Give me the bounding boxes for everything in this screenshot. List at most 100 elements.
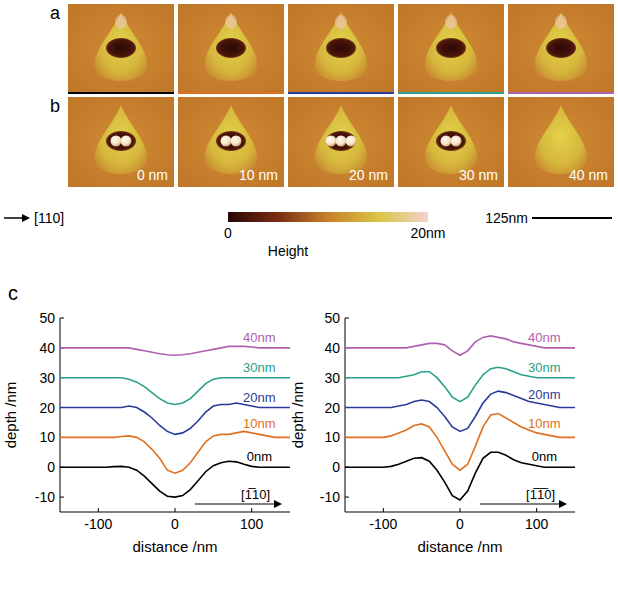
series-label: 0nm	[532, 449, 557, 464]
afm-ridge	[95, 12, 147, 81]
afm-background	[398, 97, 504, 187]
afm-pit	[436, 38, 466, 58]
y-tick	[60, 318, 64, 319]
afm-ridge	[535, 105, 587, 174]
figure: 0 nm 10 nm 20 nm 30 nm 40 nm a b [110] 0 20nm Heig…	[0, 0, 618, 589]
colorbar-tick-label: 0	[224, 225, 232, 241]
panel-label: a	[50, 3, 61, 23]
profile-line	[508, 92, 614, 94]
afm-tip	[445, 15, 457, 29]
afm-ridge	[535, 12, 587, 81]
series-label: 40nm	[528, 330, 561, 345]
panel-label: c	[8, 282, 18, 304]
y-axis-title: depth /nm	[2, 382, 19, 449]
annotation-arrowhead	[274, 500, 282, 508]
afm-tip	[115, 15, 127, 29]
afm-pit	[216, 131, 246, 151]
y-tick-label: 20	[39, 400, 55, 416]
nanoparticle	[451, 136, 462, 147]
nanoparticle	[346, 136, 357, 147]
x-tick	[251, 508, 252, 512]
depth-label: 30 nm	[459, 167, 498, 183]
scale-bar-label: 125nm	[485, 210, 528, 226]
y-tick	[345, 497, 349, 498]
profile-curve	[345, 414, 575, 471]
annotation-arrow	[480, 503, 563, 504]
line-chart: -1001020304050-1000100distance /nmdepth …	[2, 310, 290, 555]
nanoparticle	[221, 136, 232, 147]
afm-background	[508, 4, 614, 94]
series-label: 40nm	[243, 330, 276, 345]
series-label: 0nm	[247, 449, 272, 464]
profile-curve	[60, 431, 290, 473]
label-ground	[46, 97, 64, 117]
series-label: 20nm	[528, 387, 561, 402]
afm-tile	[68, 4, 174, 94]
afm-pit	[326, 131, 356, 151]
profile-line	[288, 92, 394, 94]
y-tick-label: 50	[39, 310, 55, 326]
nanoparticle	[231, 136, 242, 147]
annotation-arrowhead	[559, 500, 567, 508]
afm-tile	[398, 4, 504, 94]
x-tick-label: 0	[456, 516, 464, 532]
annotation: [1̅1̅0]	[526, 487, 555, 502]
afm-pit	[106, 131, 136, 151]
afm-ridge	[425, 12, 477, 81]
afm-pit	[436, 131, 466, 151]
afm-tip	[555, 15, 567, 29]
curves	[345, 336, 575, 500]
depth-label: 20 nm	[349, 167, 388, 183]
colorbar	[228, 212, 428, 222]
colorbar-tick-label: 20nm	[410, 225, 445, 241]
x-tick	[536, 508, 537, 512]
x-axis-title: distance /nm	[132, 538, 217, 555]
x-tick	[460, 508, 461, 512]
y-tick-label: 10	[324, 429, 340, 445]
direction-arrowhead	[22, 214, 30, 222]
afm-tile	[68, 97, 174, 187]
y-tick	[60, 497, 64, 498]
depth-label: 40 nm	[569, 167, 608, 183]
direction-label: [110]	[34, 210, 64, 226]
afm-tile	[288, 4, 394, 94]
y-tick-label: 40	[324, 340, 340, 356]
afm-pit	[106, 38, 136, 58]
x-tick-label: -100	[84, 516, 112, 532]
y-axis-title: depth /nm	[289, 382, 306, 449]
x-tick	[98, 508, 99, 512]
afm-ridge	[205, 12, 257, 81]
afm-background	[68, 97, 174, 187]
afm-tile	[288, 97, 394, 187]
scale-bar	[532, 217, 612, 219]
series-label: 30nm	[243, 360, 276, 375]
y-tick-label: 40	[39, 340, 55, 356]
afm-tile	[178, 4, 284, 94]
nanoparticle	[336, 136, 347, 147]
panel-label: b	[50, 96, 60, 116]
profile-line	[178, 92, 284, 94]
profile-line	[68, 92, 174, 94]
y-tick-label: 0	[332, 459, 340, 475]
curves	[60, 346, 290, 497]
x-tick-label: 100	[240, 516, 264, 532]
x-tick-label: 100	[525, 516, 549, 532]
afm-pit	[546, 38, 576, 58]
afm-ridge	[205, 105, 257, 174]
colorbar-title: Height	[268, 243, 309, 259]
y-tick-label: 20	[324, 400, 340, 416]
depth-label: 0 nm	[137, 167, 168, 183]
depth-label: 10 nm	[239, 167, 278, 183]
afm-pit	[326, 38, 356, 58]
profile-line	[398, 92, 504, 94]
nanoparticle	[111, 136, 122, 147]
afm-tile	[398, 97, 504, 187]
y-tick	[345, 318, 349, 319]
x-axis-title: distance /nm	[417, 538, 502, 555]
profile-curve	[60, 378, 290, 405]
afm-background	[288, 4, 394, 94]
afm-ridge	[315, 12, 367, 81]
afm-ridge	[315, 105, 367, 174]
y-tick-label: 30	[39, 370, 55, 386]
x-tick	[383, 508, 384, 512]
